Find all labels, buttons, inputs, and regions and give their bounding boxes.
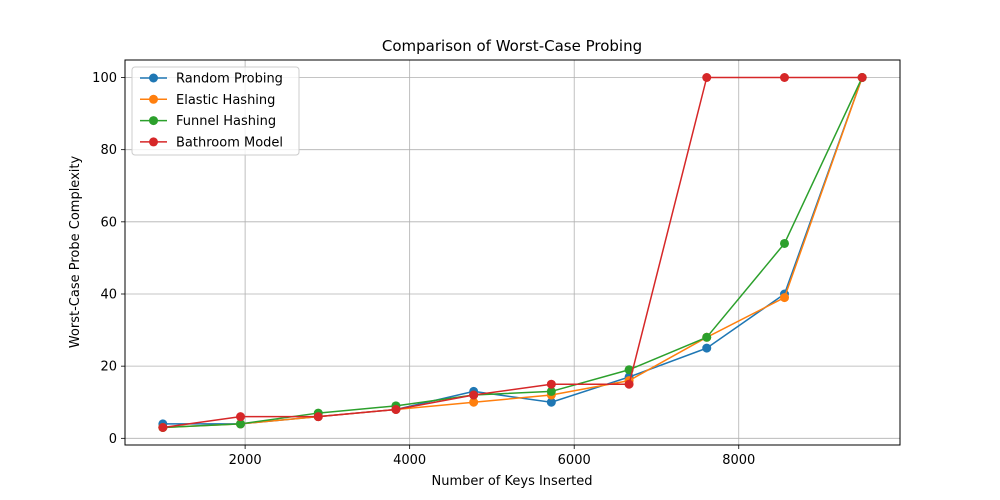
x-tick-label: 4000 <box>393 453 426 468</box>
y-axis-label: Worst-Case Probe Complexity <box>68 156 83 349</box>
series-bathroom-model <box>158 73 867 432</box>
data-point-random-probing <box>702 343 712 353</box>
data-point-funnel-hashing <box>702 332 712 342</box>
x-axis-label: Number of Keys Inserted <box>431 474 592 489</box>
data-point-bathroom-model <box>702 73 712 82</box>
data-point-elastic-hashing <box>779 293 789 303</box>
legend-marker <box>149 73 158 83</box>
data-point-bathroom-model <box>857 73 867 82</box>
legend-item-bathroom-model: Bathroom Model <box>140 135 283 150</box>
legend-item-elastic-hashing: Elastic Hashing <box>140 93 275 108</box>
y-tick-label: 60 <box>100 215 117 230</box>
data-point-funnel-hashing <box>236 419 246 429</box>
data-point-random-probing <box>546 397 556 407</box>
data-point-bathroom-model <box>391 404 401 414</box>
data-point-bathroom-model <box>624 379 634 389</box>
series-line-funnel-hashing <box>162 77 863 429</box>
legend-label: Elastic Hashing <box>176 93 275 108</box>
data-point-bathroom-model <box>469 390 479 400</box>
x-tick-label: 2000 <box>229 453 262 468</box>
y-tick-label: 40 <box>100 287 117 302</box>
legend-item-funnel-hashing: Funnel Hashing <box>140 114 276 129</box>
legend-label: Bathroom Model <box>176 135 283 150</box>
plot-frame <box>124 59 901 446</box>
y-tick-label: 20 <box>100 360 117 375</box>
legend-marker <box>149 137 158 147</box>
legend-item-random-probing: Random Probing <box>140 72 283 87</box>
series-layer <box>158 73 867 432</box>
x-tick-label: 6000 <box>558 453 591 468</box>
legend: Random Probing Elastic Hashing Funnel Hash… <box>131 66 300 156</box>
ticks: 2000 4000 6000 8000 0 20 40 60 80 100 <box>92 71 755 468</box>
legend-label: Random Probing <box>176 72 283 87</box>
x-tick-label: 8000 <box>722 453 755 468</box>
data-point-bathroom-model <box>313 412 323 422</box>
chart-title: Comparison of Worst-Case Probing <box>382 37 642 55</box>
legend-marker <box>149 116 158 126</box>
legend-label: Funnel Hashing <box>176 114 276 129</box>
series-line-bathroom-model <box>162 76 863 429</box>
data-point-funnel-hashing <box>779 238 789 248</box>
data-point-elastic-hashing <box>469 397 479 407</box>
y-tick-label: 0 <box>109 432 117 447</box>
data-point-bathroom-model <box>236 412 246 422</box>
legend-box <box>131 66 300 156</box>
data-point-bathroom-model <box>546 379 556 389</box>
y-tick-label: 100 <box>92 71 117 86</box>
data-point-bathroom-model <box>158 423 168 432</box>
y-tick-label: 80 <box>100 143 117 158</box>
data-point-bathroom-model <box>779 73 789 82</box>
series-line-elastic-hashing <box>162 77 863 429</box>
data-point-funnel-hashing <box>546 386 556 396</box>
legend-marker <box>149 94 158 104</box>
data-point-funnel-hashing <box>624 365 634 375</box>
